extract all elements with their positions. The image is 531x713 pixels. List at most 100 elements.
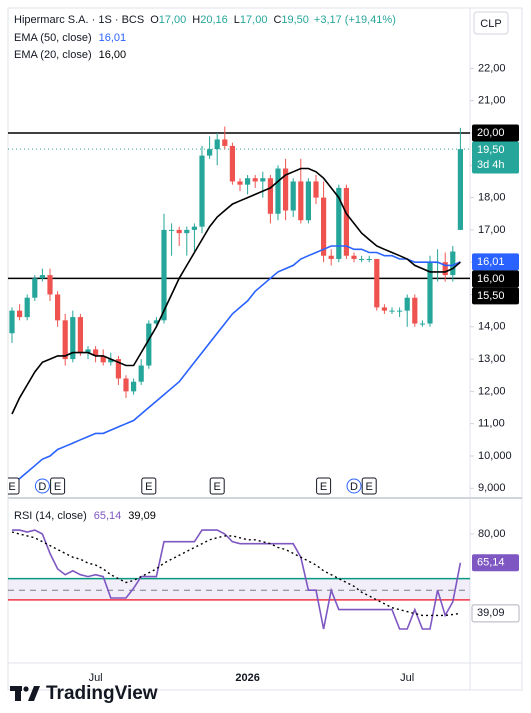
rsi-title: RSI (14, close) [14, 510, 87, 522]
event-marker[interactable] [209, 477, 225, 495]
candle-body [275, 168, 281, 214]
candle-body [290, 181, 296, 211]
event-marker[interactable] [5, 477, 20, 495]
candle-body [176, 229, 182, 234]
event-label: E [320, 481, 327, 493]
candle-body [207, 149, 213, 156]
y-tick-label: 12,00 [478, 385, 506, 397]
candle-body [47, 275, 53, 295]
rsi-tick-label: 80,00 [478, 528, 506, 540]
candle-body [39, 275, 45, 279]
event-label: E [145, 481, 152, 493]
price-axis: 9,000 10,000 11,00 12,00 13,00 14,00 17,00 18,0… [470, 62, 520, 623]
currency-box[interactable] [473, 11, 509, 35]
event-marker[interactable] [361, 477, 377, 495]
legend-value: 16,00 [99, 49, 127, 61]
price-label: 15,50 [477, 290, 505, 302]
band-fill [8, 578, 470, 600]
change: +3,17 (+19,41%) [314, 14, 396, 26]
candle-body [351, 255, 357, 259]
price-label-box [472, 124, 519, 142]
candle-body [24, 297, 30, 318]
candle-body [389, 310, 395, 312]
event-label: E [366, 481, 373, 493]
candle-body [70, 317, 76, 360]
candle-body [267, 178, 273, 214]
legend-name: EMA (50, close) [14, 32, 92, 44]
candle-body [305, 181, 311, 221]
y-tick-label: 13,00 [478, 353, 506, 365]
logo-slash [28, 686, 40, 701]
ema-line [11, 167, 461, 415]
candle-body [199, 155, 205, 227]
candle-body [442, 262, 448, 276]
candle-body [93, 349, 99, 356]
x-tick-label: 2026 [235, 672, 259, 684]
header: Hipermarc S.A. · 1S · BCS O17,00 H20,16 L17… [14, 14, 396, 26]
candle-body [245, 178, 251, 185]
candle-body [161, 229, 167, 321]
event-label: D [38, 481, 46, 493]
y-tick-label: 9,000 [478, 482, 506, 494]
y-tick-label: 17,00 [478, 224, 506, 236]
candle-body [374, 258, 380, 308]
rsi-legend-value: 39,09 [128, 510, 156, 522]
symbol: Hipermarc S.A. · 1S · BCS [14, 14, 144, 26]
price-label-box [472, 287, 519, 305]
ohlc-value: 20,16 [200, 14, 228, 26]
price-label: 16,00 [477, 273, 505, 285]
rsi-value-box [472, 554, 519, 572]
candle-body [450, 251, 456, 276]
candle-body [336, 187, 342, 259]
brand-logo [10, 686, 40, 701]
rsi-value-label: 39,09 [477, 607, 505, 619]
candle-body [123, 378, 129, 392]
ohlc-key: H [192, 14, 200, 26]
candle-body [229, 145, 235, 182]
x-tick-label: Jul [400, 672, 414, 684]
rsi-pane [8, 529, 470, 630]
x-tick-label: Jul [89, 672, 103, 684]
y-tick-label: 10,000 [478, 450, 512, 462]
event-marker[interactable] [316, 477, 332, 495]
candle-body [427, 262, 433, 324]
event-marker[interactable] [346, 478, 362, 494]
candle-body [419, 323, 425, 325]
candle-body [32, 278, 38, 298]
event-marker[interactable] [34, 478, 50, 494]
rsi-value-box [471, 604, 520, 623]
rsi-legend: RSI (14, close) 65,14 39,09 [14, 510, 156, 522]
y-tick-label: 18,00 [478, 191, 506, 203]
event-label: E [214, 481, 221, 493]
logo-stem [15, 686, 21, 701]
candle-body [191, 226, 197, 230]
candle-body [404, 297, 410, 311]
rsi-line [12, 529, 462, 630]
candle-body [343, 187, 349, 256]
price-label-box [472, 253, 519, 271]
candle-body [252, 178, 258, 182]
price-label: 16,01 [477, 256, 505, 268]
logo-dot [23, 686, 29, 692]
y-tick-label: 22,00 [478, 62, 506, 74]
candle-body [184, 229, 190, 234]
ohlc-key: O [150, 14, 159, 26]
candle-body [108, 359, 114, 363]
candle-body [153, 320, 159, 324]
y-tick-label: 21,00 [478, 95, 506, 107]
candle-body [9, 310, 15, 334]
candle-body [313, 181, 319, 198]
y-tick-label: 11,00 [478, 418, 505, 430]
rsi-line [11, 531, 461, 617]
event-marker[interactable] [50, 477, 66, 495]
price-label: 19,50 [477, 144, 505, 156]
ohlc-key: C [273, 14, 281, 26]
price-label: 3d 4h [477, 159, 505, 171]
legend-value: 16,01 [99, 32, 127, 44]
event-marker[interactable] [141, 477, 157, 495]
candle-body [85, 349, 91, 353]
rsi-legend-value: 65,14 [94, 510, 122, 522]
